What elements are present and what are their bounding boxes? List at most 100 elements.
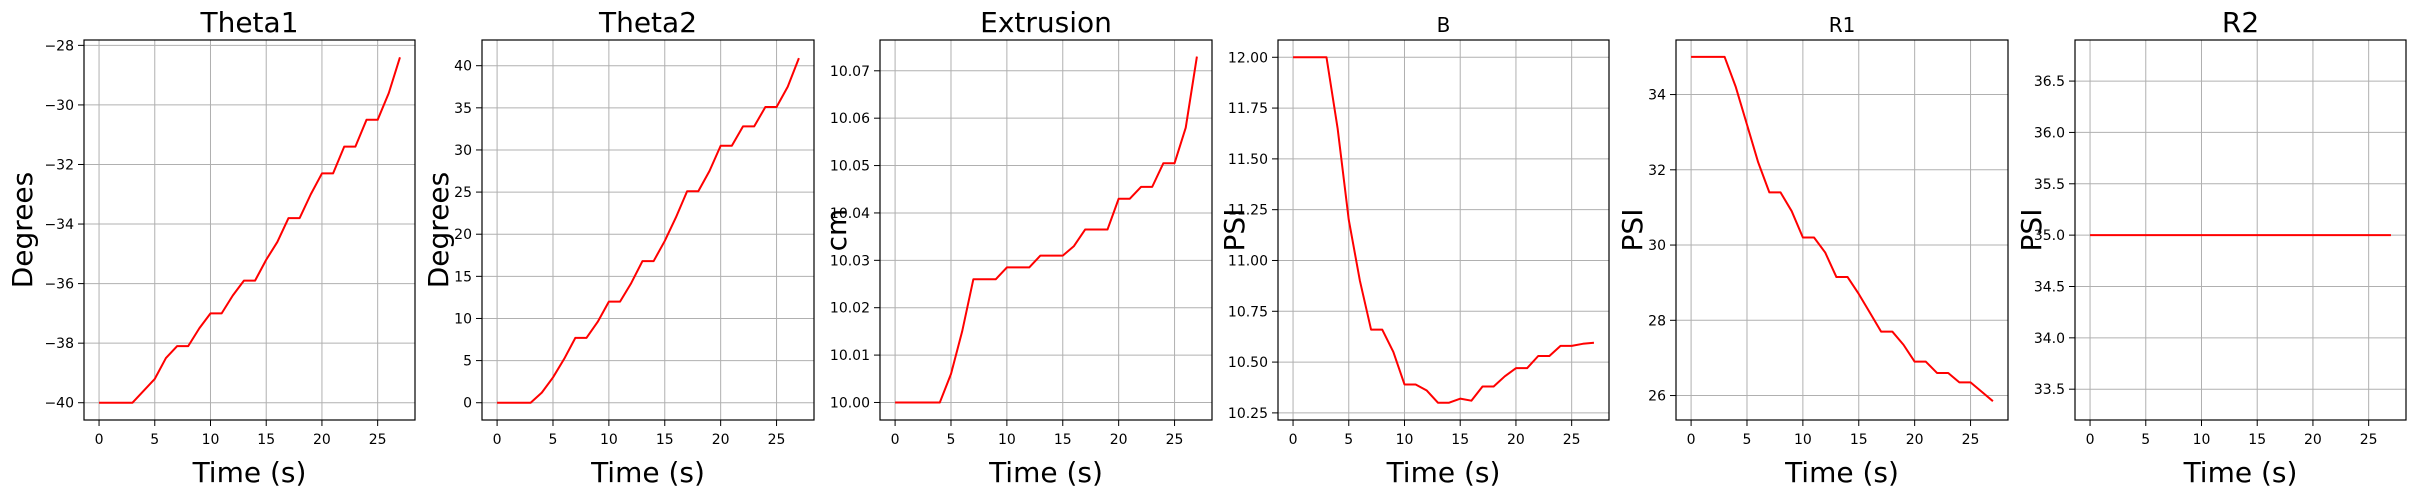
- y-tick-label: 30: [454, 143, 472, 159]
- y-tick-label: −34: [44, 217, 74, 233]
- x-tick-label: 25: [1962, 432, 1980, 448]
- x-axis-label: Time (s): [1386, 456, 1501, 489]
- x-tick-label: 0: [1289, 432, 1298, 448]
- x-tick-label: 10: [1396, 432, 1414, 448]
- y-tick-label: −30: [44, 98, 74, 114]
- x-tick-label: 20: [712, 432, 730, 448]
- x-tick-label: 10: [600, 432, 618, 448]
- x-tick-label: 25: [1166, 432, 1184, 448]
- x-tick-label: 0: [2086, 432, 2095, 448]
- x-axis-label: Time (s): [988, 456, 1103, 489]
- y-tick-label: 30: [1648, 238, 1666, 254]
- x-tick-label: 15: [656, 432, 674, 448]
- y-tick-label: 11.25: [1228, 203, 1268, 219]
- y-tick-label: −32: [44, 157, 74, 173]
- x-tick-label: 5: [947, 432, 956, 448]
- x-tick-label: 15: [257, 432, 275, 448]
- y-tick-label: 33.5: [2034, 382, 2065, 398]
- y-tick-label: 36.0: [2034, 125, 2065, 141]
- y-tick-label: 10.06: [830, 111, 870, 127]
- x-tick-label: 15: [2248, 432, 2266, 448]
- y-tick-label: 11.50: [1228, 152, 1268, 168]
- y-tick-label: 5: [463, 354, 472, 370]
- axes-frame: [1675, 39, 2009, 421]
- y-tick-label: 26: [1648, 389, 1666, 405]
- y-tick-label: 35.0: [2034, 228, 2065, 244]
- x-tick-label: 25: [1563, 432, 1581, 448]
- x-tick-label: 5: [2141, 432, 2150, 448]
- y-tick-label: 11.00: [1228, 253, 1268, 269]
- x-tick-label: 10: [2193, 432, 2211, 448]
- x-tick-label: 25: [369, 432, 387, 448]
- y-tick-label: 10.02: [830, 301, 870, 317]
- y-axis-label: PSI: [1616, 209, 1649, 252]
- x-tick-label: 20: [1507, 432, 1525, 448]
- chart-title: Extrusion: [980, 6, 1112, 39]
- x-tick-label: 15: [1054, 432, 1072, 448]
- x-tick-label: 25: [768, 432, 786, 448]
- y-tick-label: 10.07: [830, 64, 870, 80]
- y-axis-label: cm: [820, 209, 853, 252]
- y-tick-label: 28: [1648, 313, 1666, 329]
- chart-title: R2: [2222, 6, 2259, 39]
- y-tick-label: 36.5: [2034, 74, 2065, 90]
- series-line: [497, 57, 800, 404]
- x-tick-label: 20: [2304, 432, 2322, 448]
- chart-title: Theta2: [598, 6, 697, 39]
- y-tick-label: 10.00: [830, 395, 870, 411]
- x-tick-label: 5: [150, 432, 159, 448]
- y-tick-label: 10.05: [830, 159, 870, 175]
- y-axis-label: PSI: [1218, 209, 1251, 252]
- series-line: [1691, 55, 1994, 402]
- axes-frame: [83, 39, 416, 421]
- y-axis-label: PSI: [2015, 209, 2048, 252]
- y-tick-label: −28: [44, 38, 74, 54]
- subplot-2: 0 5 10 15 20 25 0 5 10 15 20 25 30 35 40 Theta2 Time (s)…: [422, 6, 815, 489]
- y-tick-label: 35.5: [2034, 177, 2065, 193]
- x-tick-label: 15: [1451, 432, 1469, 448]
- y-tick-label: 32: [1648, 163, 1666, 179]
- y-tick-label: 35: [454, 101, 472, 117]
- y-tick-label: 10: [454, 311, 472, 327]
- y-axis-label: Degrees: [6, 172, 39, 289]
- subplot-4: 0 5 10 15 20 25 10.25 10.50 10.75 11.00 11.25 11.50…: [1218, 13, 1610, 489]
- series-line: [1293, 56, 1595, 404]
- x-axis-label: Time (s): [2183, 456, 2298, 489]
- x-tick-label: 0: [493, 432, 502, 448]
- x-axis-label: Time (s): [590, 456, 705, 489]
- y-tick-label: 0: [463, 396, 472, 412]
- x-tick-label: 10: [998, 432, 1016, 448]
- y-tick-label: 10.75: [1228, 304, 1268, 320]
- chart-title: R1: [1829, 13, 1856, 37]
- axes-frame: [481, 39, 815, 421]
- axes-frame: [1277, 39, 1610, 421]
- y-tick-label: 34.0: [2034, 331, 2065, 347]
- y-tick-label: 34.5: [2034, 279, 2065, 295]
- axes-frame: [2074, 39, 2407, 421]
- subplot-5: 0 5 10 15 20 25 26 28 30 32 34 R1 Time (s) PSI: [1616, 13, 2009, 489]
- x-tick-label: 0: [1687, 432, 1696, 448]
- y-tick-label: 10.50: [1228, 355, 1268, 371]
- y-tick-label: −38: [44, 336, 74, 352]
- x-tick-label: 25: [2360, 432, 2378, 448]
- y-tick-label: 34: [1648, 88, 1666, 104]
- y-tick-label: 40: [454, 59, 472, 75]
- y-tick-label: 25: [454, 185, 472, 201]
- axes-frame: [879, 39, 1213, 421]
- y-axis-label: Degrees: [422, 172, 455, 289]
- x-tick-label: 20: [313, 432, 331, 448]
- subplot-1: 0 5 10 15 20 25 −40 −38 −36 −34 −32 −30 −28 Theta1 Tim…: [6, 6, 416, 489]
- y-tick-label: 12.00: [1228, 50, 1268, 66]
- subplot-6: 0 5 10 15 20 25 33.5 34.0 34.5 35.0 35.5 36.0 36.5 R2…: [2015, 6, 2407, 489]
- x-tick-label: 0: [891, 432, 900, 448]
- x-axis-label: Time (s): [192, 456, 307, 489]
- series-line: [895, 56, 1198, 404]
- y-tick-label: 10.25: [1228, 406, 1268, 422]
- subplot-3: 0 5 10 15 20 25 10.00 10.01 10.02 10.03 10.04 10.05…: [820, 6, 1213, 489]
- x-tick-label: 5: [1344, 432, 1353, 448]
- y-tick-label: −40: [44, 396, 74, 412]
- x-tick-label: 10: [1794, 432, 1812, 448]
- x-tick-label: 20: [1906, 432, 1924, 448]
- x-tick-label: 0: [95, 432, 104, 448]
